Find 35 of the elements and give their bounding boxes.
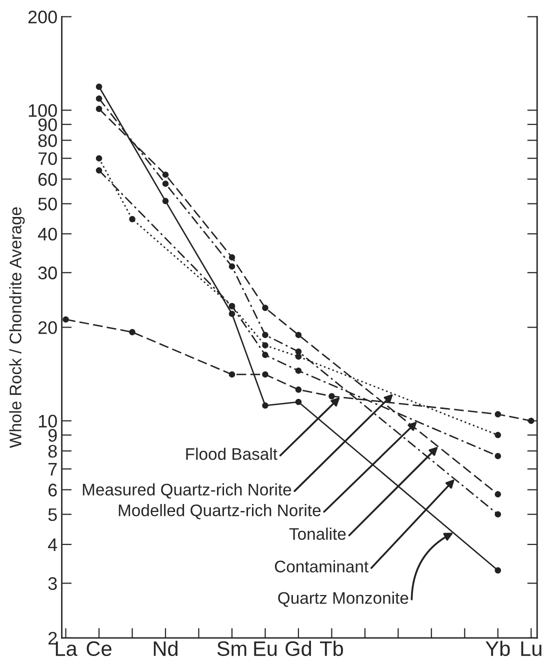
y-tick-label: 40 <box>38 228 57 241</box>
y-tick-label: 5 <box>48 508 57 522</box>
y-axis-title: Whole Rock / Chondrite Average <box>9 207 25 448</box>
x-tick-label: Nd <box>154 640 178 656</box>
text: Flood Basalt <box>186 448 278 460</box>
y-tick-label: 60 <box>38 173 57 186</box>
y-tick-label: 7 <box>48 463 57 476</box>
y-tick-label: 4 <box>48 538 58 551</box>
x-tick-label: Eu <box>254 641 277 656</box>
text: Modelled Quartz-rich Norite <box>118 504 321 520</box>
text: Contaminant <box>274 560 368 572</box>
y-tick-label: 30 <box>38 266 57 280</box>
y-tick-label: 3 <box>48 577 57 590</box>
y-tick-label: 100 <box>28 104 57 117</box>
x-tick-label: Ce <box>86 641 112 656</box>
text: Quartz Monzonite <box>278 592 408 607</box>
y-tick-label: 90 <box>38 118 57 132</box>
x-tick-label: La <box>56 641 78 656</box>
y-tick-label: 200 <box>28 10 57 24</box>
text: Measured Quartz-rich Norite <box>82 483 292 499</box>
y-tick-label: 50 <box>38 198 57 210</box>
y-tick-label: 9 <box>48 428 57 442</box>
text: Tonalite <box>289 528 346 540</box>
y-tick-label: 70 <box>38 152 57 166</box>
y-tick-label: 2 <box>48 632 57 644</box>
y-tick-label: 20 <box>38 321 57 334</box>
x-tick-label: Lu <box>521 641 542 656</box>
y-tick-label: 8 <box>48 444 57 458</box>
y-tick-label: 10 <box>38 414 57 428</box>
x-tick-label: Gd <box>286 640 312 656</box>
y-tick-label: 6 <box>48 484 57 496</box>
x-tick-label: Yb <box>486 640 510 656</box>
x-tick-label: Tb <box>320 640 343 656</box>
y-tick-label: 80 <box>38 134 57 148</box>
x-tick-label: Sm <box>217 641 246 656</box>
